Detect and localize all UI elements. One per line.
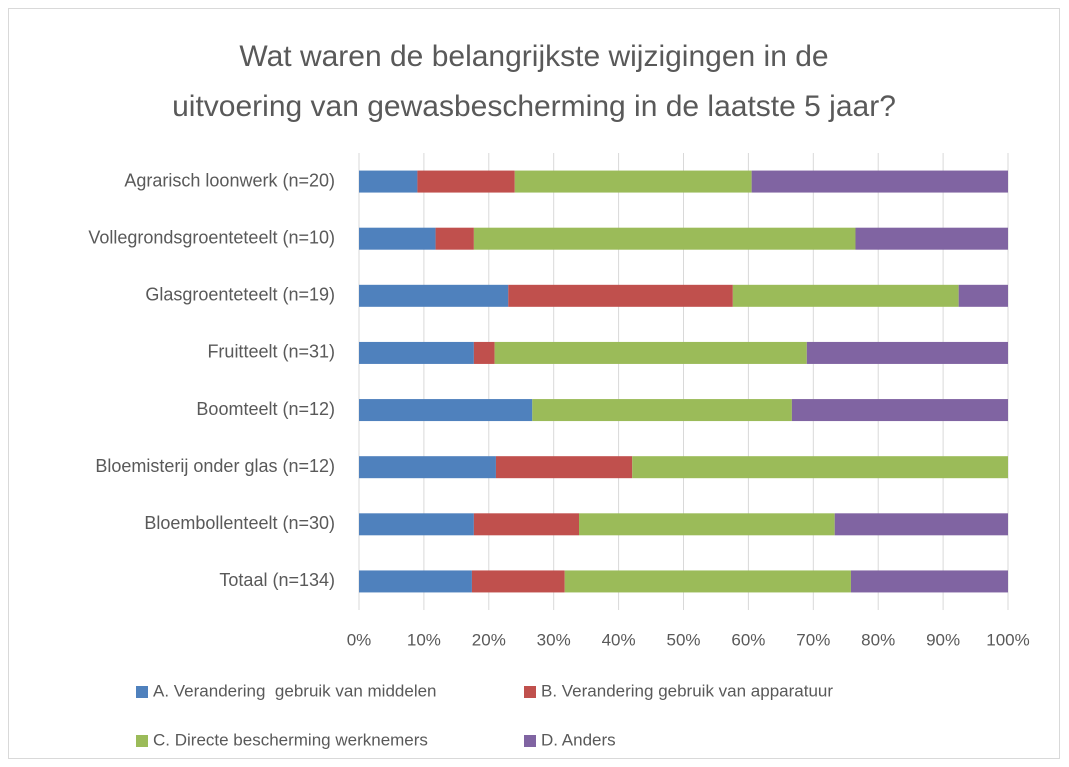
bar-segment	[471, 570, 565, 593]
legend-swatch	[136, 735, 148, 747]
bar-segment	[806, 341, 1008, 364]
bar-segment	[495, 456, 633, 479]
legend-swatch	[524, 686, 536, 698]
legend-label: D. Anders	[541, 730, 616, 749]
bar-segment	[855, 227, 1008, 250]
bar-segment	[359, 399, 533, 422]
chart-title: uitvoering van gewasbescherming in de la…	[172, 90, 896, 123]
x-tick-label: 100%	[986, 630, 1029, 649]
x-tick-label: 30%	[537, 630, 571, 649]
x-tick-label: 80%	[861, 630, 895, 649]
x-tick-label: 60%	[731, 630, 765, 649]
bar-segment	[359, 456, 496, 479]
bar-segment	[473, 227, 856, 250]
x-tick-label: 40%	[602, 630, 636, 649]
bar-segment	[473, 513, 580, 536]
bar-segment	[834, 513, 1008, 536]
y-tick-label: Boomteelt (n=12)	[196, 399, 335, 419]
bar-segment	[417, 170, 515, 193]
x-tick-label: 90%	[926, 630, 960, 649]
bar-segment	[850, 570, 1008, 593]
y-tick-label: Totaal (n=134)	[219, 570, 335, 590]
bar-segment	[514, 170, 752, 193]
y-tick-label: Glasgroenteteelt (n=19)	[145, 285, 335, 305]
x-tick-label: 50%	[666, 630, 700, 649]
x-tick-label: 10%	[407, 630, 441, 649]
x-tick-label: 20%	[472, 630, 506, 649]
chart-title: Wat waren de belangrijkste wijzigingen i…	[239, 40, 828, 73]
x-tick-label: 70%	[796, 630, 830, 649]
bar-segment	[791, 399, 1008, 422]
bar-segment	[579, 513, 835, 536]
bar-segment	[473, 341, 495, 364]
bar-segment	[751, 170, 1008, 193]
legend-label: C. Directe bescherming werknemers	[153, 730, 428, 749]
bar-segment	[359, 570, 472, 593]
y-tick-label: Bloembollenteelt (n=30)	[144, 513, 335, 533]
bar-segment	[359, 513, 474, 536]
y-tick-label: Bloemisterij onder glas (n=12)	[95, 456, 335, 476]
legend-swatch	[524, 735, 536, 747]
bar-segment	[508, 284, 733, 307]
bar-segment	[564, 570, 851, 593]
bar-segment	[359, 341, 474, 364]
bar-segment	[359, 227, 436, 250]
chart-border	[8, 8, 1060, 759]
y-tick-label: Fruitteelt (n=31)	[207, 342, 335, 362]
bar-segment	[494, 341, 807, 364]
bar-segment	[435, 227, 474, 250]
bar-segment	[958, 284, 1008, 307]
y-tick-label: Vollegrondsgroenteteelt (n=10)	[88, 227, 335, 247]
legend-swatch	[136, 686, 148, 698]
legend-label: B. Verandering gebruik van apparatuur	[541, 681, 833, 700]
bar-segment	[532, 399, 792, 422]
legend-label: A. Verandering gebruik van middelen	[153, 681, 437, 700]
bar-segment	[359, 170, 418, 193]
x-tick-label: 0%	[347, 630, 372, 649]
bar-segment	[732, 284, 959, 307]
bar-segment	[632, 456, 1008, 479]
bar-segment	[359, 284, 509, 307]
y-tick-label: Agrarisch loonwerk (n=20)	[124, 170, 335, 190]
